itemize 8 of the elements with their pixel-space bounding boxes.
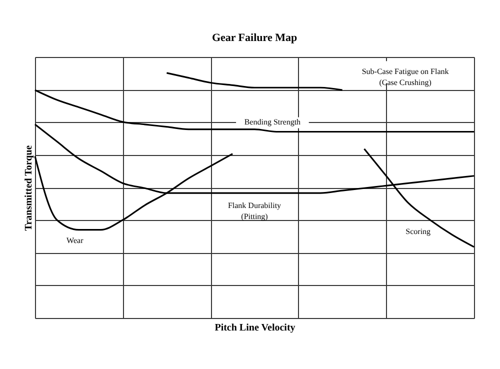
- series-label: Scoring: [406, 226, 431, 236]
- series-label: Flank Durability (Pitting): [228, 201, 282, 222]
- y-axis-title: Transmitted Torque: [24, 144, 34, 231]
- series-label: Bending Strength: [244, 118, 301, 127]
- x-axis-title: Pitch Line Velocity: [214, 322, 296, 334]
- series-label: Wear: [66, 236, 84, 245]
- chart-title: Gear Failure Map: [212, 32, 298, 44]
- text: Sub-Case Fatigue on Flank (Case Crushing): [362, 67, 449, 88]
